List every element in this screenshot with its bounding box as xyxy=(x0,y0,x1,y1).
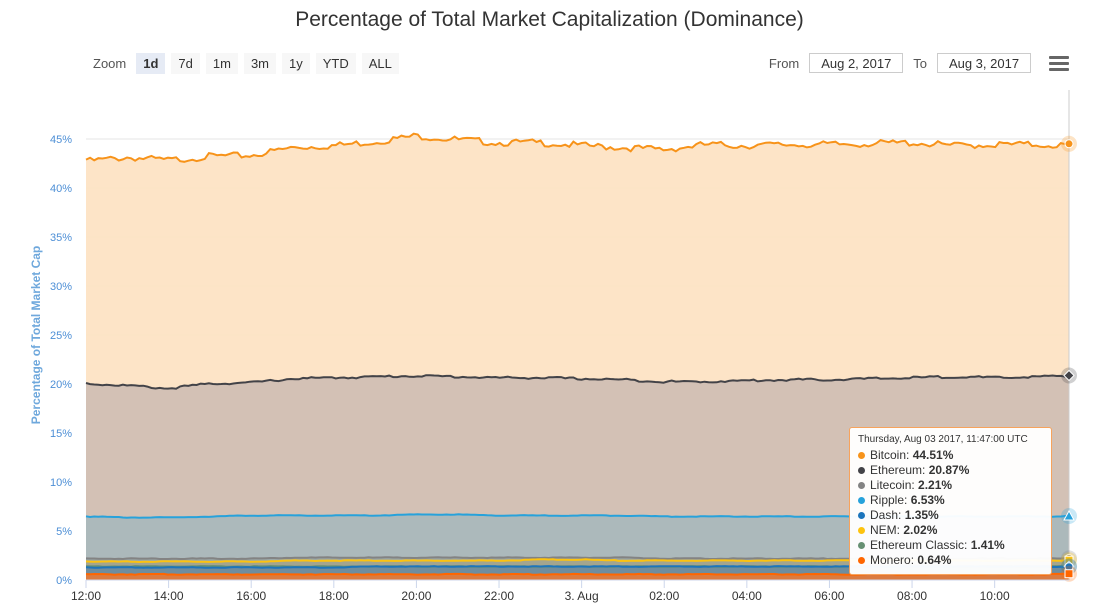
tooltip-series-name: Litecoin: xyxy=(870,478,919,492)
to-date-input[interactable] xyxy=(937,53,1031,73)
tooltip-series-name: Ethereum Classic: xyxy=(870,538,971,552)
zoom-1m-button[interactable]: 1m xyxy=(205,53,238,74)
zoom-1y-button[interactable]: 1y xyxy=(282,53,310,74)
y-tick-label: 25% xyxy=(50,330,72,342)
y-tick-label: 20% xyxy=(50,379,72,391)
tooltip-row: Bitcoin: 44.51% xyxy=(858,448,1043,463)
tooltip-header: Thursday, Aug 03 2017, 11:47:00 UTC xyxy=(858,434,1028,445)
tooltip-series-name: Ethereum: xyxy=(870,463,929,477)
tooltip-row: NEM: 2.02% xyxy=(858,523,1043,538)
tooltip-row: Ethereum: 20.87% xyxy=(858,463,1043,478)
y-axis-label: Percentage of Total Market Cap xyxy=(29,246,43,425)
x-tick-label: 18:00 xyxy=(319,589,349,603)
x-tick-label: 22:00 xyxy=(484,589,514,603)
from-date-input[interactable] xyxy=(809,53,904,73)
hamburger-menu-icon[interactable] xyxy=(1049,56,1069,72)
legend-dot-icon xyxy=(858,542,865,549)
chart-title: Percentage of Total Market Capitalizatio… xyxy=(295,8,804,31)
y-tick-label: 30% xyxy=(50,281,72,293)
series-line xyxy=(85,374,1070,390)
tooltip-series-name: NEM: xyxy=(870,523,904,537)
data-point-marker xyxy=(1063,369,1075,382)
zoom-ytd-button[interactable]: YTD xyxy=(315,53,356,74)
x-tick-label: 04:00 xyxy=(732,589,762,603)
zoom-3m-button[interactable]: 3m xyxy=(243,53,276,74)
legend-dot-icon xyxy=(858,512,865,519)
from-label: From xyxy=(768,55,800,71)
y-tick-label: 40% xyxy=(50,183,72,195)
tooltip-series-value: 6.53% xyxy=(910,493,945,507)
tooltip-row: Dash: 1.35% xyxy=(858,508,1043,523)
tooltip-series-name: Ripple: xyxy=(870,493,911,507)
tooltip-series-value: 0.64% xyxy=(917,553,952,567)
series-area xyxy=(86,573,1069,580)
tooltip-row: Litecoin: 2.21% xyxy=(858,478,1043,493)
tooltip-row: Ethereum Classic: 1.41% xyxy=(858,538,1043,553)
x-tick-label: 06:00 xyxy=(814,589,844,603)
tooltip-series-value: 20.87% xyxy=(928,463,970,477)
x-tick-label: 10:00 xyxy=(980,589,1010,603)
tooltip-series-value: 44.51% xyxy=(912,448,954,462)
y-tick-label: 0% xyxy=(56,575,72,587)
x-tick-label: 20:00 xyxy=(401,589,431,603)
zoom-7d-button[interactable]: 7d xyxy=(171,53,200,74)
y-tick-label: 35% xyxy=(50,232,72,244)
tooltip-series-name: Dash: xyxy=(870,508,905,522)
tooltip-series-value: 1.35% xyxy=(904,508,939,522)
tooltip-row: Monero: 0.64% xyxy=(858,553,1043,568)
y-tick-label: 5% xyxy=(56,526,72,538)
to-label: To xyxy=(913,55,927,71)
x-tick-label: 14:00 xyxy=(154,589,184,603)
zoom-1d-button[interactable]: 1d xyxy=(136,53,166,74)
x-tick-label: 3. Aug xyxy=(565,589,599,603)
date-range-selector: From To xyxy=(765,53,1031,73)
y-tick-label: 10% xyxy=(50,477,72,489)
series-line xyxy=(85,132,1070,163)
legend-dot-icon xyxy=(858,497,865,504)
legend-dot-icon xyxy=(858,452,865,459)
data-point-marker xyxy=(1063,509,1075,521)
y-tick-label: 15% xyxy=(50,428,72,440)
legend-dot-icon xyxy=(858,557,865,564)
tooltip-series-name: Bitcoin: xyxy=(870,448,913,462)
x-tick-label: 12:00 xyxy=(71,589,101,603)
x-tick-label: 02:00 xyxy=(649,589,679,603)
tooltip-series-name: Monero: xyxy=(870,553,918,567)
x-tick-label: 08:00 xyxy=(897,589,927,603)
zoom-all-button[interactable]: ALL xyxy=(361,53,399,74)
data-point-marker xyxy=(1064,139,1074,149)
tooltip-series-value: 2.21% xyxy=(918,478,953,492)
zoom-label: Zoom xyxy=(93,56,127,71)
x-tick-label: 16:00 xyxy=(236,589,266,603)
tooltip-series-value: 2.02% xyxy=(903,523,938,537)
legend-dot-icon xyxy=(858,482,865,489)
tooltip: Thursday, Aug 03 2017, 11:47:00 UTC Bitc… xyxy=(849,427,1052,575)
tooltip-series-value: 1.41% xyxy=(970,538,1005,552)
y-tick-label: 45% xyxy=(50,134,72,146)
data-point-marker xyxy=(1064,569,1074,579)
zoom-selector: Zoom 1d 7d 1m 3m 1y YTD ALL xyxy=(93,53,399,74)
legend-dot-icon xyxy=(858,527,865,534)
tooltip-row: Ripple: 6.53% xyxy=(858,493,1043,508)
legend-dot-icon xyxy=(858,467,865,474)
